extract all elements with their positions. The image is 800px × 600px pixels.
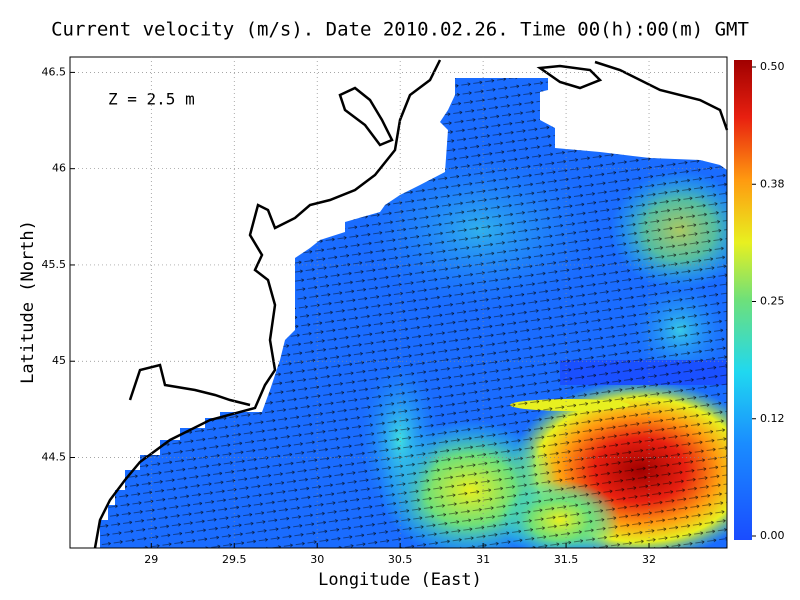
y-tick-label: 44.5: [42, 451, 67, 464]
x-axis-label: Longitude (East): [318, 570, 482, 590]
x-tick-label: 29: [144, 553, 158, 566]
x-tick-label: 32: [642, 553, 656, 566]
y-tick-label: 46: [52, 162, 66, 175]
colorbar-tick-label: 0.50: [760, 60, 785, 73]
chart-title: Current velocity (m/s). Date 2010.02.26.…: [51, 19, 749, 41]
x-tick-label: 31: [476, 553, 490, 566]
colorbar-tick-label: 0.00: [760, 529, 785, 542]
y-tick-label: 46.5: [42, 65, 67, 78]
colorbar: [734, 60, 752, 540]
x-tick-label: 30: [310, 553, 324, 566]
colorbar-tick-label: 0.12: [760, 412, 785, 425]
y-tick-label: 45: [52, 354, 66, 367]
colorbar-tick-label: 0.38: [760, 177, 785, 190]
x-tick-label: 30.5: [388, 553, 413, 566]
plot-frame: [69, 56, 728, 549]
depth-annotation: Z = 2.5 m: [108, 90, 195, 109]
y-axis-label: Latitude (North): [18, 220, 38, 384]
velocity-field: [100, 78, 727, 548]
y-tick-label: 45.5: [42, 258, 67, 271]
x-tick-label: 31.5: [554, 553, 579, 566]
x-tick-label: 29.5: [222, 553, 247, 566]
colorbar-tick-label: 0.25: [760, 295, 785, 308]
coastline: [93, 59, 729, 549]
